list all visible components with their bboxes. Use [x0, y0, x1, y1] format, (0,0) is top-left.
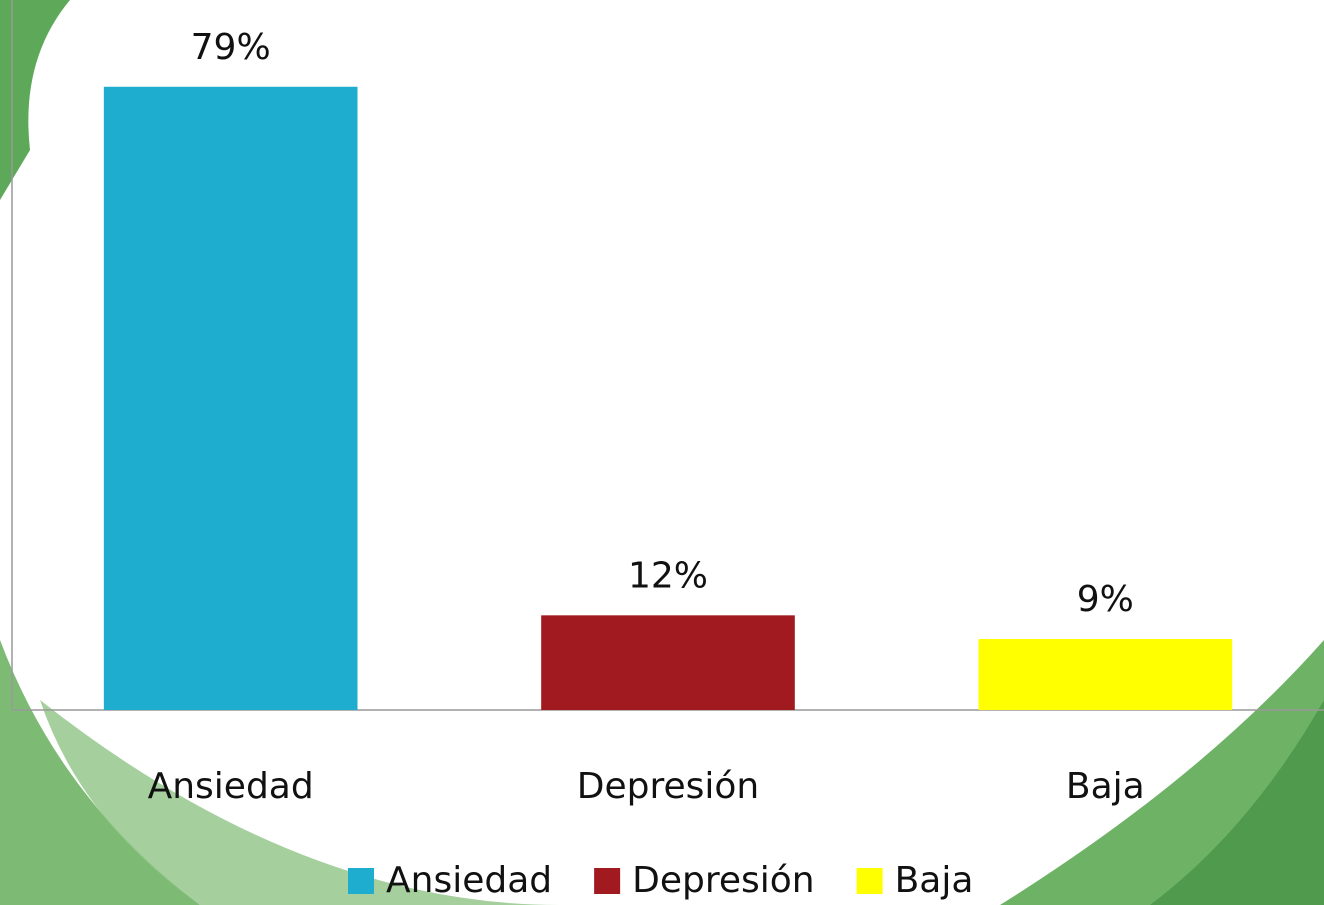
- data-label: 9%: [1077, 579, 1134, 620]
- legend-swatch: [594, 868, 621, 894]
- x-tick-label: Ansiedad: [148, 766, 314, 807]
- bar: [103, 86, 358, 711]
- data-label: 79%: [191, 27, 271, 68]
- data-label: 12%: [628, 555, 708, 596]
- legend-swatch: [348, 868, 374, 894]
- bar: [541, 615, 795, 710]
- bar: [978, 639, 1233, 710]
- legend-label: Baja: [895, 860, 974, 901]
- legend-swatch: [856, 868, 883, 894]
- legend-label: Ansiedad: [386, 860, 552, 901]
- x-tick-label: Baja: [1066, 766, 1145, 807]
- legend-label: Depresión: [632, 860, 814, 901]
- x-tick-label: Depresión: [577, 766, 759, 807]
